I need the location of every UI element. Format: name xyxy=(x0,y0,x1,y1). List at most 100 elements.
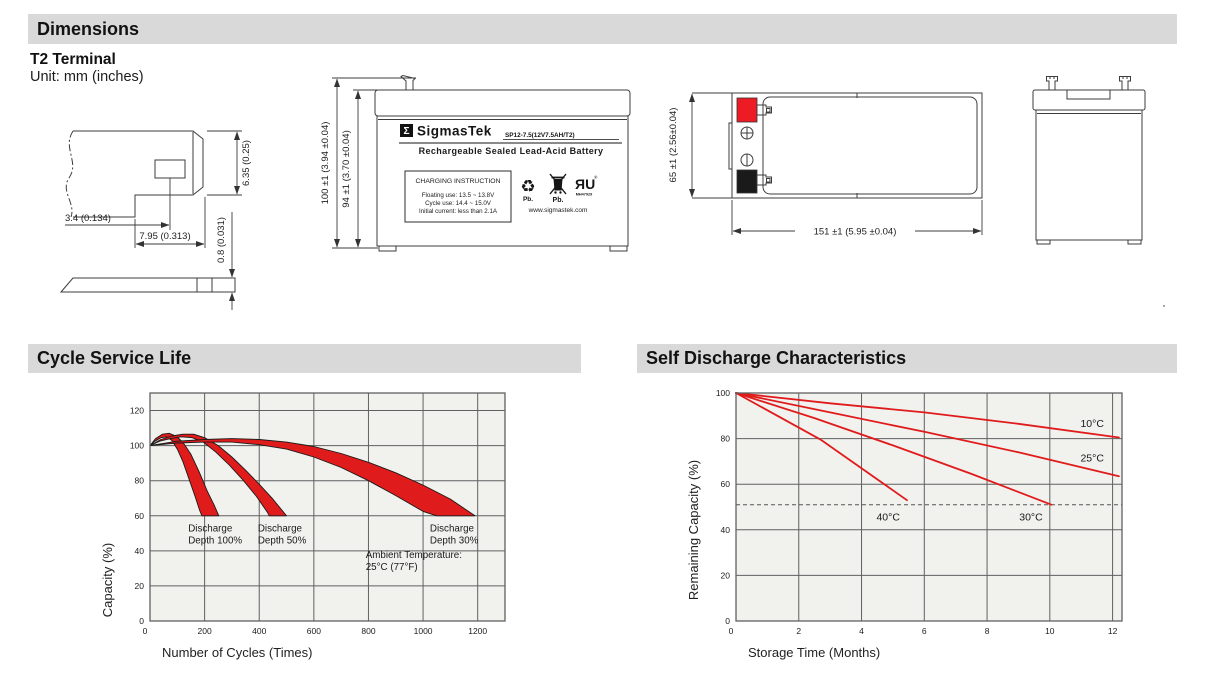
section-header-dimensions: Dimensions xyxy=(28,14,1177,44)
end-body xyxy=(1035,109,1143,241)
dim-length: 151 ±1 (5.95 ±0.04) xyxy=(814,227,897,238)
break-line xyxy=(65,130,74,218)
x-tick-label: 6 xyxy=(922,626,927,636)
dim-tab-width: 6.35 (0.25) xyxy=(241,140,252,186)
x-tick-label: 200 xyxy=(198,626,212,636)
y-tick-label: 60 xyxy=(721,479,731,489)
terminal-type-label: T2 Terminal xyxy=(30,51,116,68)
y-tick-label: 40 xyxy=(721,525,731,535)
charging-instruction-box xyxy=(404,170,512,223)
terminal-tab-outline xyxy=(73,130,204,218)
x-tick-label: 1200 xyxy=(468,626,487,636)
end-terminal-left xyxy=(1046,76,1058,90)
negative-terminal xyxy=(736,169,758,194)
y-tick-label: 100 xyxy=(716,388,730,398)
x-tick-label: 0 xyxy=(729,626,734,636)
x-axis-title: Number of Cycles (Times) xyxy=(162,645,312,660)
terminal-side-view xyxy=(59,277,236,293)
dim-thickness: 0.8 (0.031) xyxy=(216,217,227,263)
charging-line-2: Cycle use: 14.4 ~ 15.0V xyxy=(425,200,492,207)
website: www.sigmastek.com xyxy=(528,207,588,214)
series-label: 25°C xyxy=(1080,452,1104,464)
plot-border xyxy=(149,392,506,622)
ul-mark-icon: ЯU ® MH47929 xyxy=(575,174,598,197)
annotation: Discharge Depth 50% xyxy=(258,524,307,547)
dim-width: 65 ±1 (2.56±0.04) xyxy=(668,108,679,183)
battery-top-view: 65 ±1 (2.56±0.04) 151 ±1 (5.95 ±0.04) xyxy=(668,92,983,238)
terminal-tab xyxy=(400,74,416,90)
foot-left xyxy=(378,245,397,252)
sigma-logo-icon xyxy=(400,124,413,137)
case-inner-outline xyxy=(762,96,978,195)
ul-file-number: MH47929 xyxy=(576,193,592,197)
annotation: Ambient Temperature: 25°C (77°F) xyxy=(366,550,462,573)
brand-name: SigmasTek xyxy=(417,124,492,139)
annotation: Discharge Depth 100% xyxy=(188,524,242,547)
x-tick-label: 1000 xyxy=(414,626,433,636)
section-header-self-discharge: Self Discharge Characteristics xyxy=(637,344,1177,373)
sigma-glyph: Σ xyxy=(403,126,409,137)
positive-screw-symbol xyxy=(740,126,754,140)
series-30°C xyxy=(735,392,1053,506)
battery-front-view: 100 ±1 (3.94 ±0.04) 94 ±1 (3.70 ±0.04) Σ… xyxy=(320,74,631,252)
y-tick-label: 100 xyxy=(130,441,144,451)
annotation: Discharge Depth 30% xyxy=(430,524,479,547)
charging-line-1: Floating use: 13.5 ~ 13.8V xyxy=(422,192,495,199)
left-notch xyxy=(728,122,732,170)
band-Discharge Depth 50% xyxy=(149,433,287,517)
recycle-icon: ♻ xyxy=(520,177,535,196)
y-tick-label: 0 xyxy=(139,616,144,626)
ul-glyph: ЯU xyxy=(575,176,595,192)
battery-end-view xyxy=(1032,76,1146,245)
plot-background xyxy=(736,393,1122,621)
end-lid xyxy=(1032,89,1146,111)
end-foot-left xyxy=(1036,239,1051,245)
end-terminal-right xyxy=(1119,76,1131,90)
foot-right xyxy=(609,245,628,252)
dim-hole-offset: 3.4 (0.134) xyxy=(65,213,111,224)
battery-body xyxy=(376,115,629,247)
x-tick-label: 8 xyxy=(985,626,990,636)
charging-line-3: Initial current: less than 2.1A xyxy=(419,208,498,215)
positive-tab-hole xyxy=(766,108,771,113)
section-title: Cycle Service Life xyxy=(37,348,192,368)
series-label: 40°C xyxy=(876,512,900,524)
product-line: Rechargeable Sealed Lead-Acid Battery xyxy=(419,146,604,156)
dim-case-height: 94 ±1 (3.70 ±0.04) xyxy=(341,130,352,208)
y-tick-label: 120 xyxy=(130,406,144,416)
y-tick-label: 80 xyxy=(135,476,145,486)
x-axis-title: Storage Time (Months) xyxy=(748,645,880,660)
x-tick-label: 2 xyxy=(796,626,801,636)
y-axis-title: Capacity (%) xyxy=(100,543,115,617)
x-tick-label: 4 xyxy=(859,626,864,636)
y-tick-label: 0 xyxy=(725,616,730,626)
positive-terminal xyxy=(736,97,758,123)
y-tick-label: 20 xyxy=(721,570,731,580)
section-title: Self Discharge Characteristics xyxy=(646,348,907,368)
section-header-cycle-life: Cycle Service Life xyxy=(28,344,581,373)
plot-border xyxy=(735,392,1123,622)
series-25°C xyxy=(735,392,1120,478)
battery-lid xyxy=(374,89,631,117)
stray-mark xyxy=(1163,305,1165,307)
pb-recycle-label: Pb. xyxy=(523,196,533,203)
negative-terminal-tab xyxy=(756,174,772,186)
self-discharge-chart: 10°C 25°C 30°C 40°C 0 2 4 6 8 10 12 0 20 40 60 80 100 Sto… xyxy=(686,388,1123,660)
end-foot-right xyxy=(1127,239,1142,245)
wheelie-bin-pb-icon xyxy=(549,173,567,195)
negative-tab-hole xyxy=(766,178,771,183)
series-label: 10°C xyxy=(1080,418,1104,430)
handle-recess xyxy=(1066,89,1111,100)
battery-label: Σ SigmasTek SP12-7.5(12V7.5AH/T2) Rechar… xyxy=(399,124,622,223)
x-tick-label: 12 xyxy=(1108,626,1118,636)
x-tick-label: 400 xyxy=(252,626,266,636)
x-tick-label: 10 xyxy=(1045,626,1055,636)
positive-terminal-tab xyxy=(756,104,772,116)
negative-screw-symbol xyxy=(740,153,754,167)
terminal-detail-drawing: 3.4 (0.134) 7.95 (0.313) 6.35 (0.25) 0.8… xyxy=(59,130,252,310)
dim-tab-length: 7.95 (0.313) xyxy=(139,231,190,242)
cycle-service-life-chart: 0 200 400 600 800 1000 1200 0 20 40 60 80 100 120 Disc… xyxy=(100,392,506,660)
x-tick-label: 600 xyxy=(307,626,321,636)
dim-total-height: 100 ±1 (3.94 ±0.04) xyxy=(320,122,331,205)
y-tick-label: 40 xyxy=(135,546,145,556)
